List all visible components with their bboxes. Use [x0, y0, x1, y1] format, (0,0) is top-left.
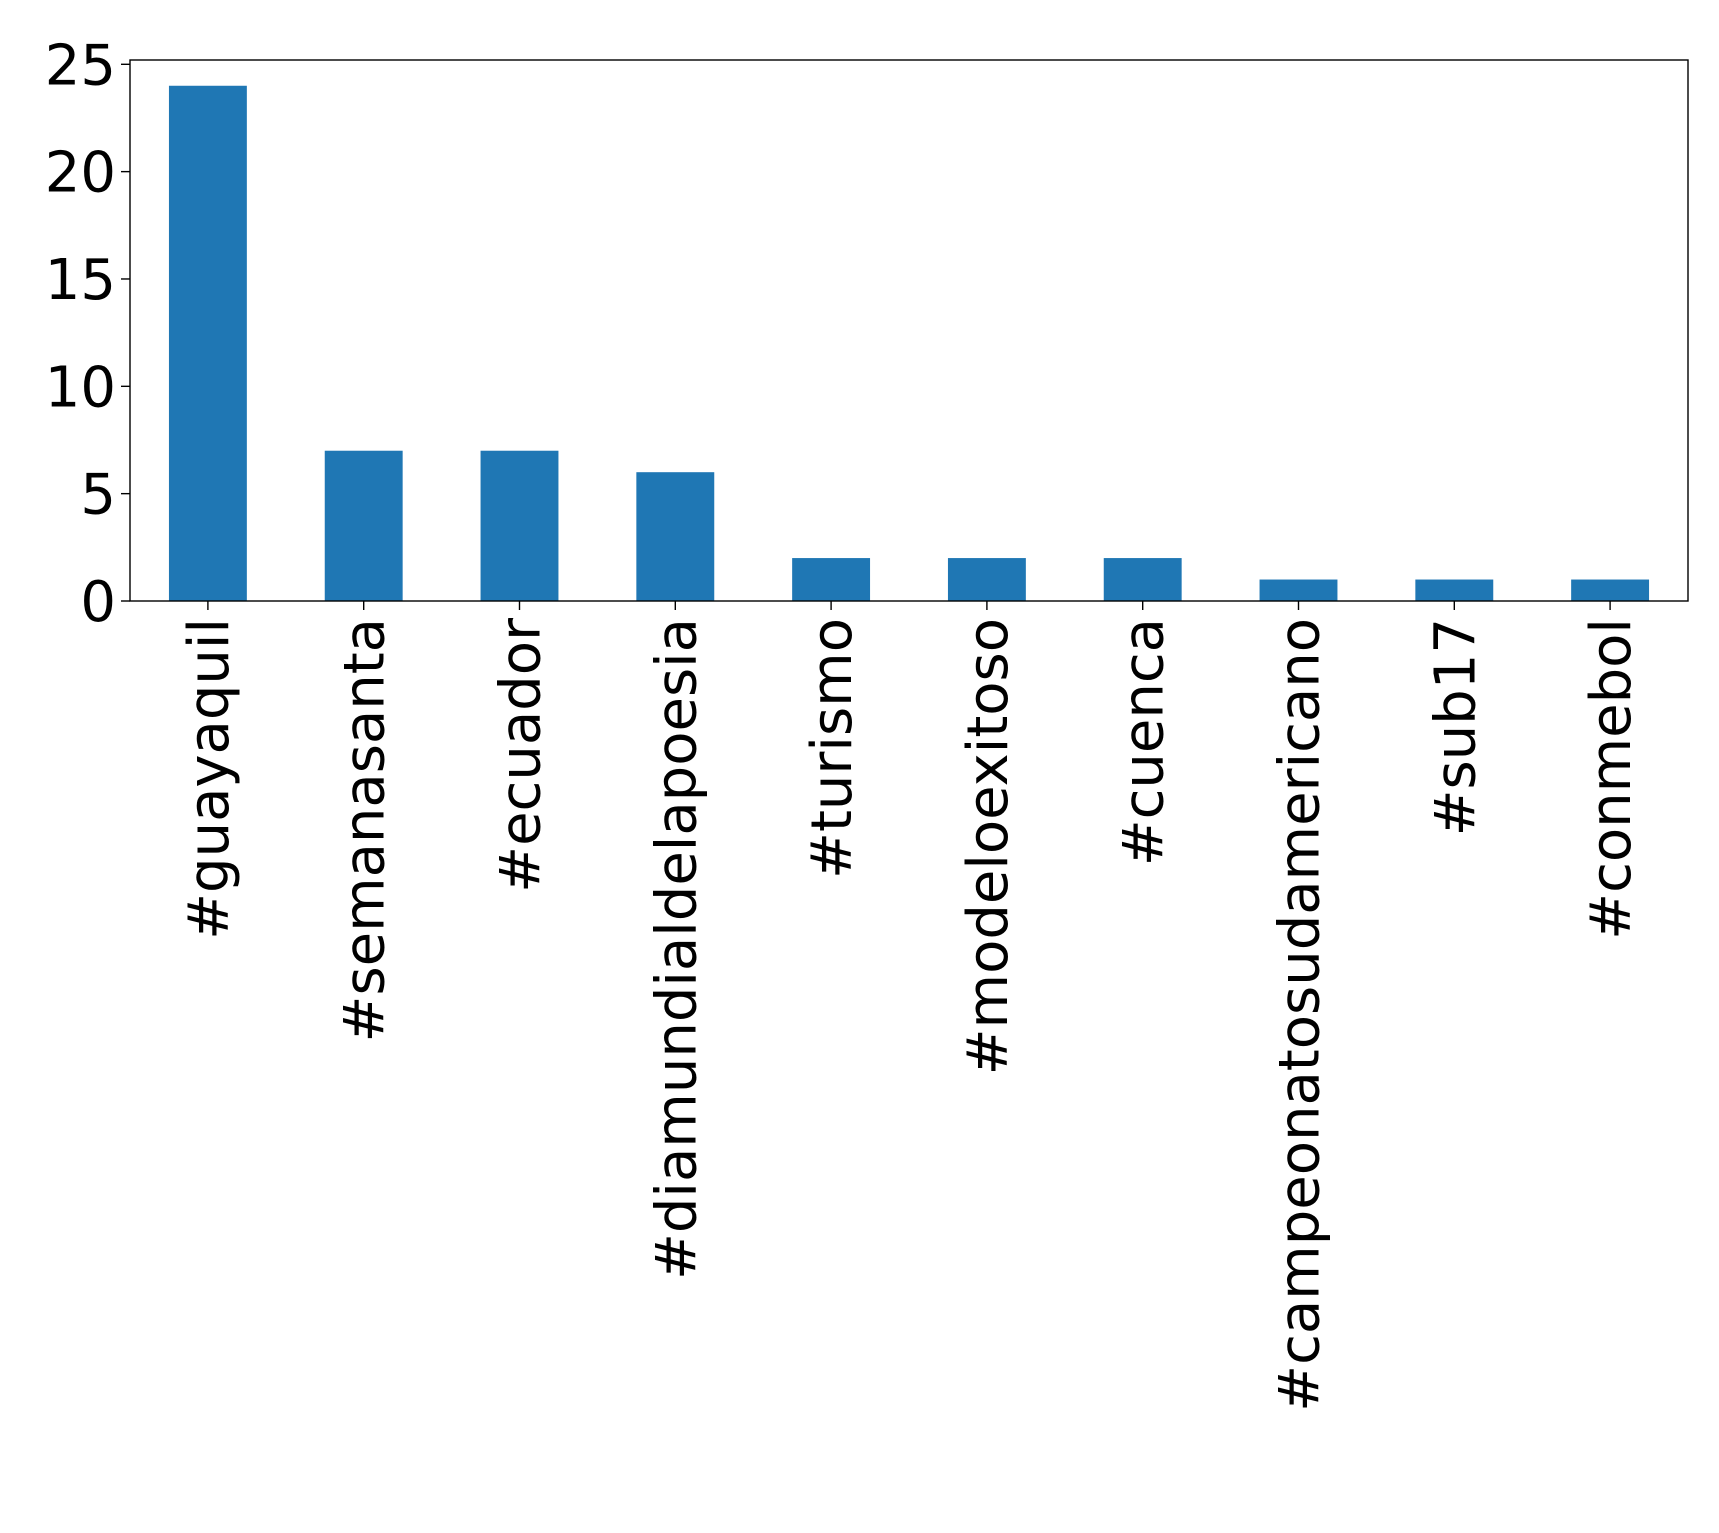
bars-group — [168, 85, 1650, 601]
y-tick-label: 5 — [80, 463, 116, 528]
x-axis: #guayaquil #semanasanta #ecuador #diamundia… — [177, 601, 1644, 1412]
bar-modeloexitoso — [947, 558, 1026, 601]
x-tick-label: #cuenca — [1112, 618, 1177, 866]
bar-turismo — [792, 558, 871, 601]
bar-ecuador — [480, 450, 559, 601]
x-tick-label: #modeloexitoso — [956, 618, 1021, 1075]
y-axis: 0 5 10 15 20 25 — [45, 33, 130, 635]
x-tick-label: #campeonatosudamericano — [1268, 618, 1333, 1412]
x-tick-label: #semanasanta — [333, 618, 398, 1042]
bar-conmebol — [1571, 579, 1650, 601]
plot-frame — [129, 59, 1689, 602]
x-tick-label: #turismo — [800, 618, 865, 879]
y-tick-label: 25 — [45, 33, 116, 98]
y-tick-label: 15 — [45, 248, 116, 313]
x-tick-label: #diamundialdelapoesia — [644, 618, 709, 1280]
bar-cuenca — [1103, 558, 1182, 601]
bar-semanasanta — [324, 450, 403, 601]
y-tick-label: 10 — [45, 355, 116, 420]
bar-campeonatosudamericano — [1259, 579, 1338, 601]
y-tick-label: 0 — [80, 570, 116, 635]
bar-diamundialdelapoesia — [636, 472, 715, 601]
bar-guayaquil — [168, 85, 247, 601]
y-tick-label: 20 — [45, 141, 116, 206]
x-tick-label: #ecuador — [489, 617, 554, 893]
bar-sub17 — [1415, 579, 1494, 601]
x-tick-label: #guayaquil — [177, 618, 242, 940]
x-tick-label: #conmebol — [1579, 618, 1644, 940]
x-tick-label: #sub17 — [1423, 618, 1488, 836]
